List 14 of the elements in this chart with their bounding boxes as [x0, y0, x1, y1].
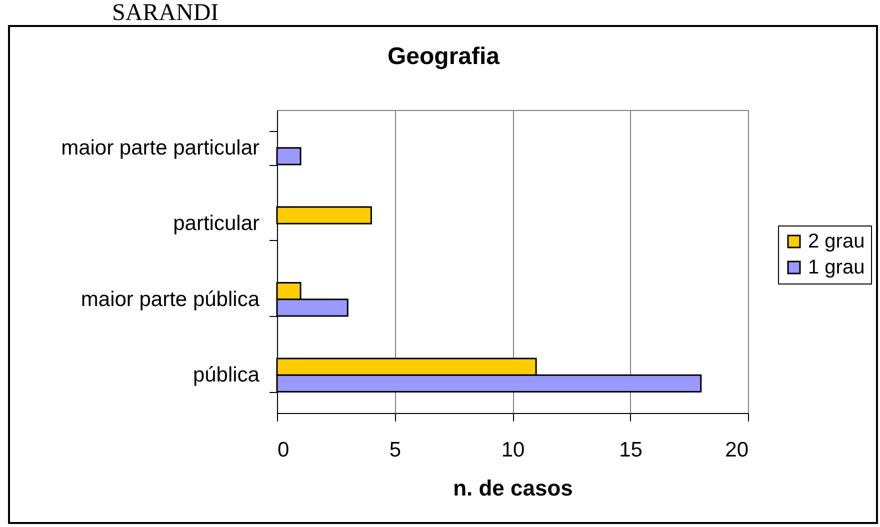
- y-tick-label: particular: [173, 212, 260, 236]
- x-tick-label: 15: [619, 438, 642, 462]
- x-tick-label: 10: [501, 438, 525, 462]
- chart-title: Geografia: [387, 43, 500, 70]
- y-tick-label: maior parte particular: [61, 136, 260, 160]
- legend-label: 2 grau: [808, 230, 865, 252]
- y-tick-label: pública: [192, 364, 260, 387]
- x-axis-title: n. de casos: [453, 476, 573, 500]
- x-tick-label: 0: [278, 438, 290, 462]
- legend-label: 1 grau: [808, 256, 865, 278]
- y-tick-label: maior parte pública: [80, 288, 260, 311]
- x-tick-label: 5: [389, 438, 402, 462]
- x-tick-label: 20: [725, 438, 748, 462]
- text: SARANDI: [112, 0, 219, 26]
